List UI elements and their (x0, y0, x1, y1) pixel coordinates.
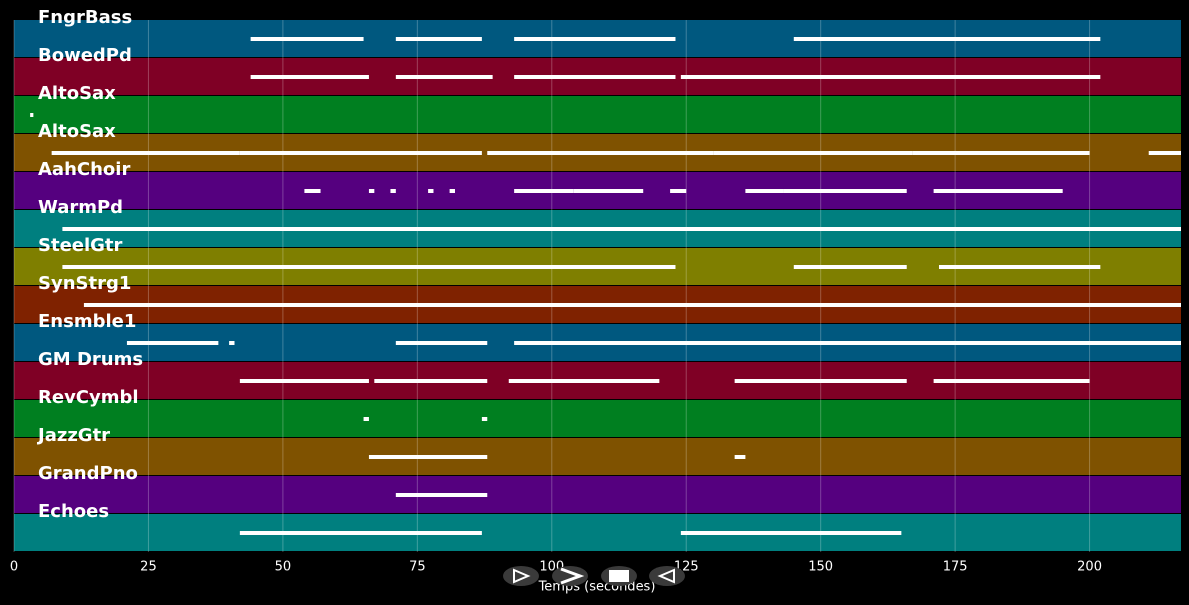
track-label: AltoSax (38, 121, 116, 142)
track-label: AltoSax (38, 83, 116, 104)
note (62, 265, 676, 269)
note (395, 75, 493, 79)
note (250, 37, 364, 41)
note (250, 75, 369, 79)
note (449, 189, 455, 193)
note (514, 189, 574, 193)
note (933, 379, 1090, 383)
note (912, 151, 1090, 155)
note (395, 341, 488, 345)
x-axis-label: Temps (secondes) (538, 580, 656, 595)
note (508, 379, 660, 383)
track-label: SteelGtr (38, 235, 123, 256)
track-label: AahChoir (38, 159, 130, 180)
note (239, 531, 482, 535)
track-label: GrandPno (38, 463, 138, 484)
x-tick-label: 75 (409, 560, 426, 575)
note (51, 151, 240, 155)
note (514, 37, 676, 41)
note (368, 455, 488, 459)
note (670, 189, 687, 193)
track-band (14, 96, 1181, 133)
note (573, 189, 644, 193)
notes (30, 37, 1182, 535)
note (933, 189, 1063, 193)
note (783, 189, 907, 193)
track-label: SynStrg1 (38, 273, 131, 294)
track-label: BowedPd (38, 45, 132, 66)
track-label: JazzGtr (36, 425, 110, 446)
track-label: FngrBass (38, 7, 132, 28)
track-label: Echoes (38, 501, 109, 522)
note (126, 341, 219, 345)
track-label: GM Drums (38, 349, 143, 370)
note (395, 379, 488, 383)
track-band (14, 514, 1181, 551)
labels: FngrBass BowedPd AltoSax AltoSax AahChoir War… (36, 7, 143, 522)
x-tick-label: 25 (140, 560, 157, 575)
note (734, 455, 746, 459)
note (745, 189, 784, 193)
track-label: RevCymbl (38, 387, 139, 408)
note (514, 75, 676, 79)
note (428, 189, 434, 193)
note (239, 151, 482, 155)
x-tick-label: 150 (808, 560, 833, 575)
note (680, 531, 902, 535)
note (30, 113, 34, 117)
note (239, 379, 369, 383)
note (680, 75, 939, 79)
x-tick-label: 200 (1077, 560, 1102, 575)
note (793, 265, 907, 269)
note (304, 189, 321, 193)
note (374, 379, 402, 383)
note (487, 151, 714, 155)
note (363, 417, 369, 421)
note (229, 341, 235, 345)
note (395, 493, 488, 497)
x-tick-label: 50 (275, 560, 292, 575)
note (395, 37, 482, 41)
note (481, 417, 488, 421)
note (368, 189, 375, 193)
track-band (14, 476, 1181, 513)
track-band (14, 438, 1181, 475)
track-label: WarmPd (38, 197, 123, 218)
track-label: Ensmble1 (38, 311, 136, 332)
note (514, 341, 1181, 345)
x-tick-label: 175 (943, 560, 968, 575)
forward-button[interactable] (552, 566, 588, 586)
track-band (14, 400, 1181, 437)
rewind-button[interactable] (649, 566, 685, 586)
play-button[interactable] (503, 566, 539, 586)
x-tick-label: 0 (10, 560, 18, 575)
note (83, 303, 1181, 307)
note (938, 265, 1101, 269)
note (390, 189, 396, 193)
note (62, 227, 1182, 231)
note (938, 75, 1101, 79)
stop-button[interactable] (601, 566, 637, 586)
tracks (14, 20, 1181, 551)
note (793, 37, 1101, 41)
note (1148, 151, 1181, 155)
note (734, 379, 907, 383)
playback-controls (503, 566, 685, 586)
note (713, 151, 913, 155)
